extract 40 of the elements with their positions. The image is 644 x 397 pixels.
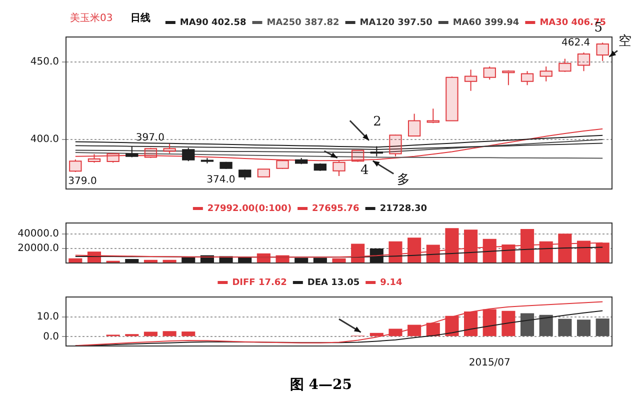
annotation: 397.0 [136,132,165,144]
y-tick-label: 10.0 [36,311,59,322]
y-tick-label: 40000.0 [18,228,59,240]
bar [464,311,478,336]
legend-label: 21728.30 [380,204,428,214]
legend-label: MA90 402.58 [180,18,246,28]
bar [539,314,553,336]
bar [388,328,402,336]
bar [162,331,176,336]
bar [144,332,158,336]
x-tick-label: 2015/07 [468,358,510,369]
chart-title: 美玉米03 [70,12,113,25]
text: 空 [618,34,632,49]
legend-label: MA250 387.82 [266,18,340,28]
bar [596,318,610,336]
annotation: 379.0 [68,176,97,187]
annotation: 4 [360,163,369,178]
chart-subtitle: 日线 [130,12,151,25]
caption: 图 4—25 [288,376,354,394]
y-tick-label: 0.0 [43,331,59,342]
bar [482,309,496,336]
legend-label: DEA 13.05 [307,278,360,288]
bar [576,320,591,336]
annotation: 462.4 [562,38,590,49]
legend-label: 27992.00(0:100) [207,204,292,214]
bar [520,313,534,336]
bar [558,318,572,336]
annotation: 2 [373,114,382,130]
y-tick-label: 400.0 [30,134,59,145]
bar [182,332,196,336]
legend-label: MA120 397.50 [360,18,432,28]
annotation: 374.0 [206,174,236,186]
y-tick-label: 20000.0 [18,243,59,254]
legend-label: 27695.76 [312,204,360,214]
y-tick-label: 450.0 [30,56,59,68]
bar [502,310,516,336]
annotation: 多 [396,172,410,188]
legend-label: DIFF 17.62 [232,278,287,288]
legend-label: 9.14 [380,278,402,288]
legend-label: MA60 399.94 [452,18,520,28]
